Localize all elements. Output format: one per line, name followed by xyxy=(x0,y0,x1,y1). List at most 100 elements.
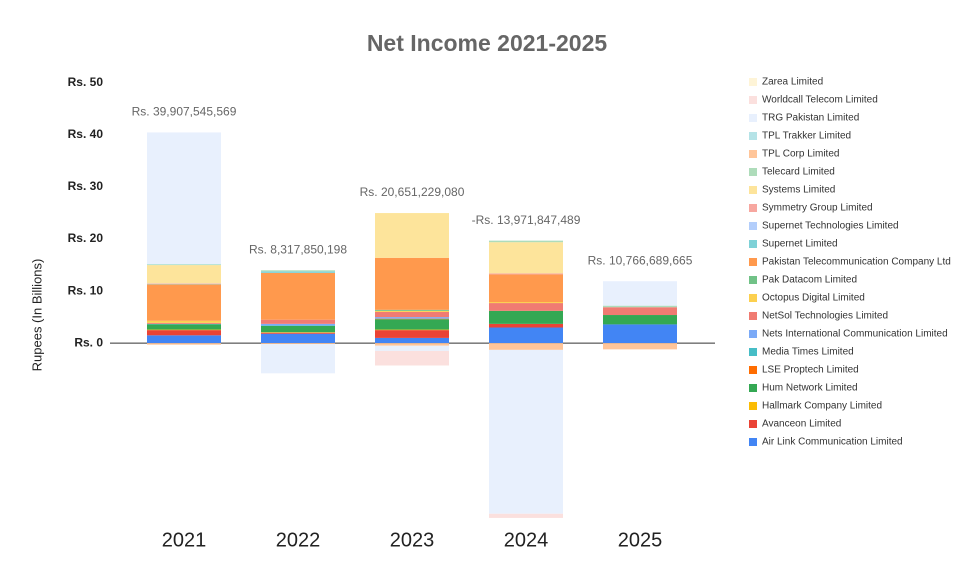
legend-label: Pakistan Telecommunication Company Ltd xyxy=(762,257,951,268)
legend-swatch xyxy=(749,348,757,356)
bar-segment xyxy=(375,343,449,346)
legend-label: Octopus Digital Limited xyxy=(762,293,865,304)
bar-segment xyxy=(147,132,221,265)
x-tick-label: 2022 xyxy=(276,529,321,551)
x-tick-label: 2025 xyxy=(618,529,663,551)
legend-label: Avanceon Limited xyxy=(762,419,841,430)
bar-segment xyxy=(375,318,449,320)
bar-segment xyxy=(603,343,677,350)
legend-swatch xyxy=(749,366,757,374)
bar-segment xyxy=(261,332,335,333)
bar-segment xyxy=(375,213,449,258)
bar-segment xyxy=(147,324,221,330)
bar-segment xyxy=(375,330,449,338)
bar-segment xyxy=(261,270,335,272)
legend-label: Supernet Technologies Limited xyxy=(762,221,899,232)
bar-segment xyxy=(489,327,563,344)
legend-swatch xyxy=(749,438,757,446)
total-label: -Rs. 13,971,847,489 xyxy=(472,213,581,227)
bar-segment xyxy=(147,284,221,321)
bar-segment xyxy=(261,325,335,333)
legend-label: Hum Network Limited xyxy=(762,383,858,394)
legend-label: Hallmark Company Limited xyxy=(762,401,882,412)
legend-swatch xyxy=(749,330,757,338)
legend-swatch xyxy=(749,168,757,176)
y-tick-label: Rs. 30 xyxy=(68,179,104,193)
bar-segment xyxy=(489,349,563,514)
legend-label: Nets International Communication Limited xyxy=(762,329,948,340)
bar-segment xyxy=(261,319,335,324)
legend-label: LSE Proptech Limited xyxy=(762,365,859,376)
bar-segment xyxy=(603,281,677,306)
bar-segment xyxy=(603,315,677,325)
legend-label: Air Link Communication Limited xyxy=(762,437,903,448)
bar-segment xyxy=(489,323,563,328)
total-label: Rs. 10,766,689,665 xyxy=(588,253,693,267)
bar-segment xyxy=(261,344,335,374)
bar-segment xyxy=(375,310,449,312)
bar-segment xyxy=(375,345,449,351)
legend-label: TPL Trakker Limited xyxy=(762,131,851,142)
total-label: Rs. 8,317,850,198 xyxy=(249,242,347,256)
bar-segment xyxy=(489,240,563,243)
y-tick-label: Rs. 0 xyxy=(74,335,103,349)
y-axis-label: Rupees (In Billions) xyxy=(29,259,44,372)
bar-segment xyxy=(375,257,449,310)
bar-segment xyxy=(261,333,335,344)
bar-segment xyxy=(489,273,563,275)
legend-swatch xyxy=(749,78,757,86)
y-tick-label: Rs. 40 xyxy=(68,127,104,141)
bar-segment xyxy=(147,265,221,284)
legend-swatch xyxy=(749,96,757,104)
legend-label: Pak Datacom Limited xyxy=(762,275,857,286)
legend-swatch xyxy=(749,186,757,194)
chart-title: Net Income 2021-2025 xyxy=(367,30,608,56)
legend-swatch xyxy=(749,240,757,248)
bar-segment xyxy=(147,320,221,323)
legend-swatch xyxy=(749,312,757,320)
legend-swatch xyxy=(749,114,757,122)
legend-swatch xyxy=(749,294,757,302)
legend-label: Worldcall Telecom Limited xyxy=(762,95,878,106)
legend-label: Zarea Limited xyxy=(762,77,823,88)
y-tick-label: Rs. 50 xyxy=(68,75,104,89)
x-tick-label: 2021 xyxy=(162,529,207,551)
legend-label: Telecard Limited xyxy=(762,167,835,178)
total-label: Rs. 39,907,545,569 xyxy=(132,105,237,119)
bar-segment xyxy=(147,330,221,336)
bar-segment xyxy=(489,303,563,311)
legend-swatch xyxy=(749,402,757,410)
bar-segment xyxy=(375,350,449,366)
bar-segment xyxy=(147,323,221,325)
bar-segment xyxy=(489,513,563,518)
bar-segment xyxy=(261,325,335,326)
legend-label: Systems Limited xyxy=(762,185,835,196)
legend-label: Media Times Limited xyxy=(762,347,854,358)
legend-swatch xyxy=(749,222,757,230)
bar-segment xyxy=(261,332,335,334)
legend-swatch xyxy=(749,258,757,266)
bar-segment xyxy=(603,307,677,316)
bar-segment xyxy=(375,329,449,331)
total-label: Rs. 20,651,229,080 xyxy=(360,185,465,199)
bar-segment xyxy=(261,323,335,326)
bar-segment xyxy=(147,283,221,284)
bar-segment xyxy=(603,324,677,344)
bar-segment xyxy=(375,337,449,344)
bar-segment xyxy=(375,311,449,318)
bar-segment xyxy=(147,335,221,344)
legend-label: TRG Pakistan Limited xyxy=(762,113,859,124)
bar-segment xyxy=(147,322,221,324)
bar-segment xyxy=(375,309,449,311)
bar-segment xyxy=(489,302,563,304)
bar-segment xyxy=(147,343,221,345)
bar-segment xyxy=(261,272,335,320)
bar-segment xyxy=(489,343,563,350)
bar-segment xyxy=(489,310,563,324)
bar-segment xyxy=(261,343,335,345)
bar-segment xyxy=(489,242,563,274)
y-tick-label: Rs. 20 xyxy=(68,231,104,245)
legend-label: Symmetry Group Limited xyxy=(762,203,873,214)
legend-swatch xyxy=(749,132,757,140)
